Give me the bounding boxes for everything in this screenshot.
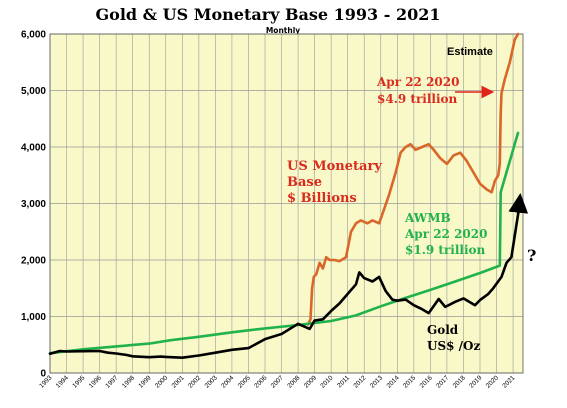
y-tick-label: 1,000 [21, 312, 46, 323]
chart-title: Gold & US Monetary Base 1993 - 2021 [95, 5, 440, 24]
x-tick-label: 2007 [270, 374, 285, 389]
x-tick-label: 1996 [88, 374, 103, 389]
x-tick-label: 2018 [452, 374, 467, 389]
x-tick-label: 1998 [121, 374, 136, 389]
awmb-label-line3: $1.9 trillion [405, 243, 486, 257]
apr-2020-monetary-base-value: $4.9 trillion [377, 92, 458, 106]
x-tick-label: 2013 [369, 374, 384, 389]
x-tick-label: 2019 [468, 374, 483, 389]
x-tick-label: 2000 [154, 374, 169, 389]
x-tick-label: 2016 [419, 374, 434, 389]
x-tick-label: 1995 [71, 374, 86, 389]
x-tick-label: 2006 [253, 374, 268, 389]
x-tick-label: 2021 [501, 374, 516, 389]
x-tick-label: 2015 [402, 374, 417, 389]
x-tick-label: 2001 [171, 374, 186, 389]
question-mark: ? [527, 246, 536, 265]
x-tick-label: 2017 [435, 374, 450, 389]
x-tick-label: 2004 [220, 374, 235, 389]
awmb-label-line2: Apr 22 2020 [404, 227, 487, 241]
apr-2020-monetary-base-label: Apr 22 2020 [376, 75, 459, 89]
gold-label-line2: US$ /Oz [427, 339, 480, 353]
x-tick-label: 1994 [55, 374, 70, 389]
monetary-base-label-line2: Base [287, 175, 322, 190]
chart-subtitle: Monthly [266, 26, 300, 35]
estimate-label: Estimate [447, 46, 493, 58]
x-tick-label: 1999 [137, 374, 152, 389]
y-tick-label: 6,000 [21, 30, 46, 41]
monetary-base-line [306, 32, 520, 326]
x-tick-label: 2005 [237, 374, 252, 389]
x-tick-label: 2020 [485, 374, 500, 389]
gold-price-line [48, 202, 521, 359]
y-tick-label: 3,000 [21, 199, 46, 210]
y-tick-label: 0 [40, 369, 46, 380]
awmb-line [48, 131, 520, 355]
y-tick-label: 4,000 [21, 143, 46, 154]
awmb-label-line1: AWMB [404, 211, 451, 225]
y-tick-label: 2,000 [21, 256, 46, 267]
y-tick-label: 5,000 [21, 86, 46, 97]
x-tick-label: 2014 [386, 374, 401, 389]
x-tick-label: 2010 [319, 374, 334, 389]
gold-label-line1: Gold [427, 323, 459, 337]
monetary-base-label-line1: US Monetary [287, 159, 382, 174]
gold-arrow [508, 192, 529, 215]
x-tick-label: 2003 [204, 374, 219, 389]
x-tick-label: 2009 [303, 374, 318, 389]
x-tick-label: 2012 [352, 374, 367, 389]
x-tick-label: 1997 [104, 374, 119, 389]
x-tick-label: 2011 [336, 374, 351, 389]
x-tick-label: 2002 [187, 374, 202, 389]
x-tick-label: 2008 [286, 374, 301, 389]
monetary-base-label-line3: $ Billions [287, 191, 357, 206]
